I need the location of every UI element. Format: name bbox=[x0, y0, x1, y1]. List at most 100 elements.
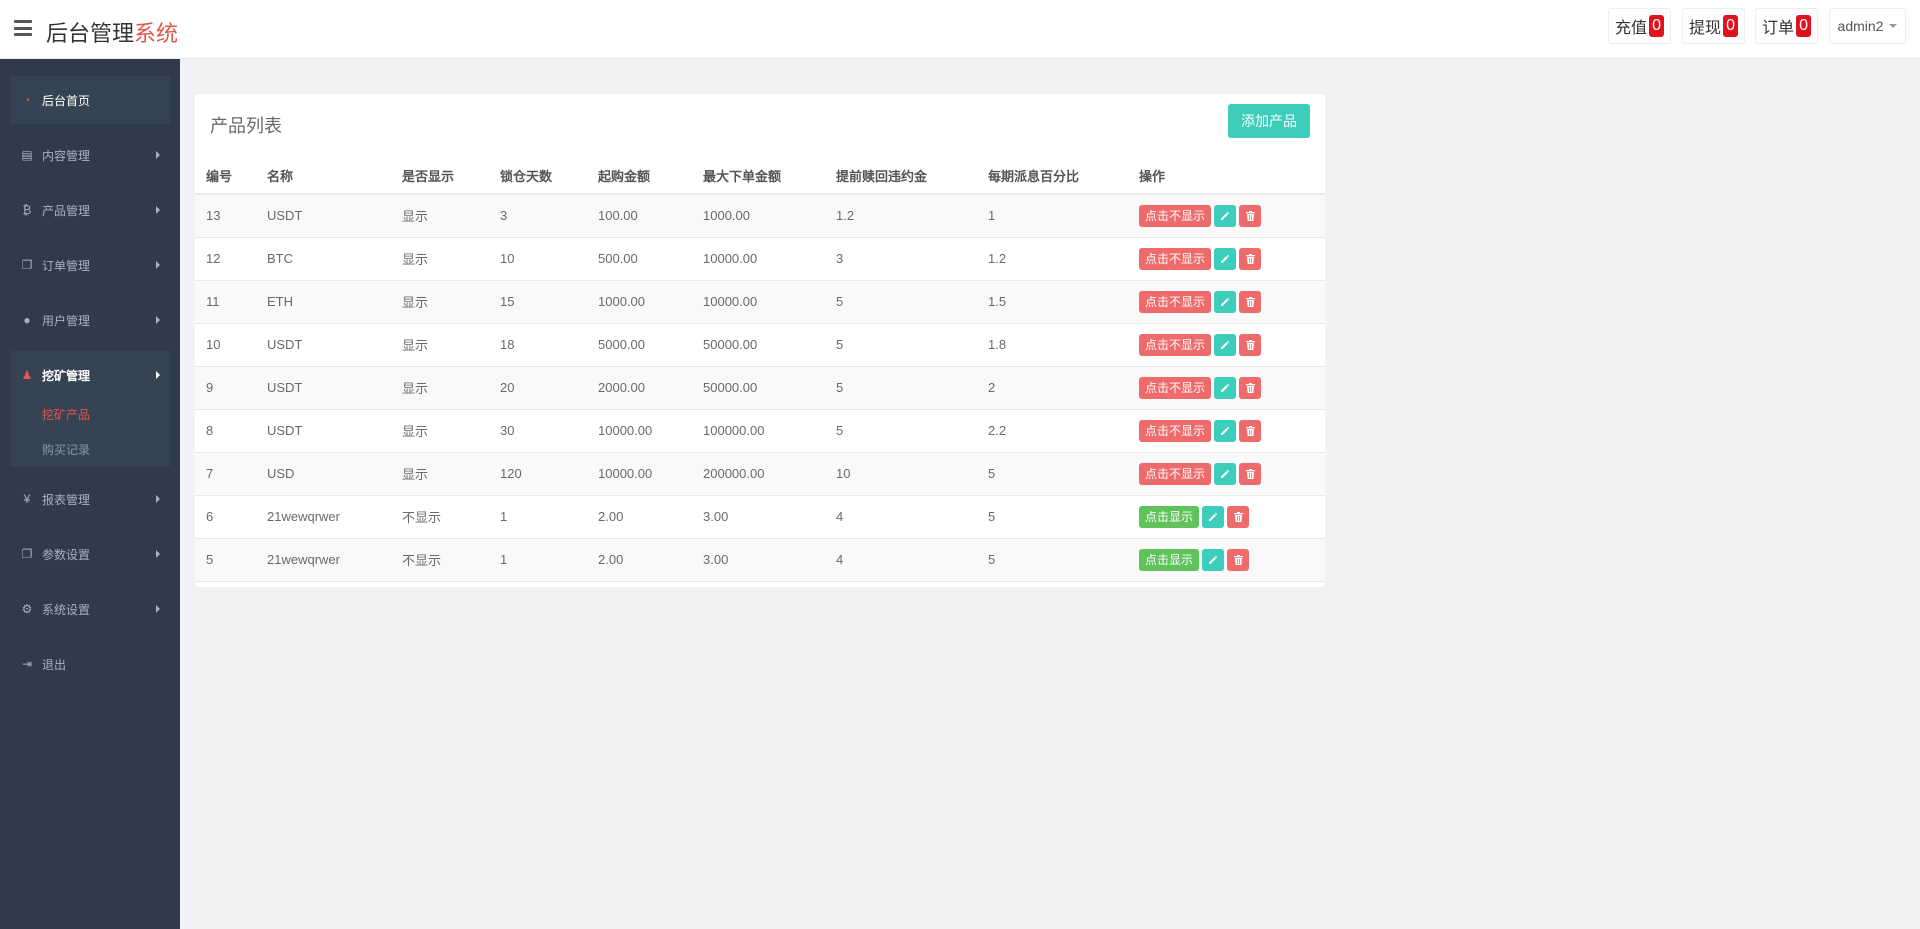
edit-button[interactable] bbox=[1214, 247, 1237, 270]
delete-button[interactable] bbox=[1239, 376, 1262, 399]
copy-icon: ❐ bbox=[21, 258, 33, 272]
table-row: 6 21wewqrwer 不显示 1 2.00 3.00 4 5 点击显示 bbox=[195, 495, 1325, 539]
add-product-button[interactable]: 添加产品 bbox=[1228, 104, 1310, 138]
delete-button[interactable] bbox=[1227, 548, 1250, 571]
delete-button[interactable] bbox=[1239, 419, 1262, 442]
sidebar-subitem-purchase-records[interactable]: 购买记录 bbox=[42, 443, 91, 457]
sidebar: ◔ 后台首页 ▤ 内容管理 ₿ 产品管理 ❐ 订单管理 ● 用户管理 ♟ 挖矿管… bbox=[0, 59, 180, 929]
cell-penalty: 5 bbox=[825, 409, 977, 453]
sidebar-item-system[interactable]: ⚙ 系统设置 bbox=[10, 585, 170, 633]
cell-name: USDT bbox=[256, 409, 391, 453]
cell-interest: 5 bbox=[977, 538, 1128, 582]
menu-toggle-icon[interactable] bbox=[14, 20, 32, 36]
sidebar-item-products[interactable]: ₿ 产品管理 bbox=[10, 186, 170, 234]
delete-button[interactable] bbox=[1239, 204, 1262, 227]
table-header-row: 编号 名称 是否显示 锁仓天数 起购金额 最大下单金额 提前赎回违约金 每期派息… bbox=[195, 158, 1325, 195]
toggle-display-button[interactable]: 点击不显示 bbox=[1139, 247, 1212, 270]
sidebar-item-mining[interactable]: ♟ 挖矿管理 bbox=[10, 351, 170, 399]
row-actions: 点击不显示 bbox=[1139, 290, 1325, 313]
sidebar-item-content[interactable]: ▤ 内容管理 bbox=[10, 131, 170, 179]
caret-right-icon bbox=[156, 261, 160, 269]
edit-button[interactable] bbox=[1214, 419, 1237, 442]
edit-button[interactable] bbox=[1214, 333, 1237, 356]
cell-max-amount: 1000.00 bbox=[692, 194, 825, 238]
cell-lock-days: 3 bbox=[489, 194, 587, 238]
toggle-display-button[interactable]: 点击不显示 bbox=[1139, 204, 1212, 227]
row-actions: 点击不显示 bbox=[1139, 462, 1325, 485]
delete-button[interactable] bbox=[1239, 333, 1262, 356]
toggle-display-button[interactable]: 点击显示 bbox=[1139, 548, 1200, 571]
orders-button[interactable]: 订单 0 bbox=[1755, 8, 1819, 44]
cell-name: USDT bbox=[256, 366, 391, 410]
cell-lock-days: 1 bbox=[489, 538, 587, 582]
cell-min-amount: 2.00 bbox=[587, 538, 692, 582]
cell-max-amount: 50000.00 bbox=[692, 323, 825, 367]
sidebar-subitem-mining-products[interactable]: 挖矿产品 bbox=[42, 408, 91, 422]
cell-actions: 点击显示 bbox=[1128, 495, 1325, 539]
cell-name: BTC bbox=[256, 237, 391, 281]
edit-button[interactable] bbox=[1214, 462, 1237, 485]
toggle-display-button[interactable]: 点击显示 bbox=[1139, 505, 1200, 528]
caret-right-icon bbox=[156, 495, 160, 503]
cell-lock-days: 30 bbox=[489, 409, 587, 453]
cell-lock-days: 18 bbox=[489, 323, 587, 367]
delete-button[interactable] bbox=[1239, 462, 1262, 485]
toggle-display-button[interactable]: 点击不显示 bbox=[1139, 290, 1212, 313]
sidebar-item-orders[interactable]: ❐ 订单管理 bbox=[10, 241, 170, 289]
user-dropdown[interactable]: admin2 bbox=[1829, 8, 1906, 44]
sidebar-item-users[interactable]: ● 用户管理 bbox=[10, 296, 170, 344]
delete-button[interactable] bbox=[1239, 247, 1262, 270]
cell-penalty: 5 bbox=[825, 366, 977, 410]
caret-down-icon bbox=[1889, 24, 1898, 28]
cell-lock-days: 1 bbox=[489, 495, 587, 539]
row-actions: 点击显示 bbox=[1139, 505, 1325, 528]
sidebar-item-label: 内容管理 bbox=[42, 148, 91, 163]
table-row: 7 USD 显示 120 10000.00 200000.00 10 5 点击不… bbox=[195, 452, 1325, 496]
trash-icon bbox=[1245, 425, 1255, 436]
edit-button[interactable] bbox=[1202, 505, 1225, 528]
cell-min-amount: 2000.00 bbox=[587, 366, 692, 410]
delete-button[interactable] bbox=[1227, 505, 1250, 528]
sidebar-item-label: 报表管理 bbox=[42, 492, 91, 507]
delete-button[interactable] bbox=[1239, 290, 1262, 313]
trash-icon bbox=[1233, 554, 1243, 565]
caret-right-icon bbox=[156, 605, 160, 613]
trash-icon bbox=[1245, 468, 1255, 479]
sidebar-item-reports[interactable]: ¥ 报表管理 bbox=[10, 475, 170, 523]
copy-icon: ❐ bbox=[21, 547, 33, 561]
cell-id: 12 bbox=[195, 237, 256, 281]
edit-button[interactable] bbox=[1214, 204, 1237, 227]
sidebar-item-home[interactable]: ◔ 后台首页 bbox=[10, 76, 170, 124]
edit-button[interactable] bbox=[1214, 376, 1237, 399]
toggle-display-button[interactable]: 点击不显示 bbox=[1139, 419, 1212, 442]
cell-min-amount: 1000.00 bbox=[587, 280, 692, 324]
withdraw-label: 提现 bbox=[1689, 20, 1722, 37]
cell-display: 显示 bbox=[391, 366, 489, 410]
yen-icon: ¥ bbox=[23, 492, 31, 506]
sign-out-icon: ⇥ bbox=[21, 657, 33, 671]
edit-button[interactable] bbox=[1202, 548, 1225, 571]
mining-submenu: 挖矿产品 购买记录 bbox=[10, 397, 170, 467]
cell-min-amount: 10000.00 bbox=[587, 409, 692, 453]
toggle-display-button[interactable]: 点击不显示 bbox=[1139, 462, 1212, 485]
cell-penalty: 3 bbox=[825, 237, 977, 281]
column-header: 提前赎回违约金 bbox=[825, 158, 977, 195]
edit-button[interactable] bbox=[1214, 290, 1237, 313]
recharge-button[interactable]: 充值 0 bbox=[1608, 8, 1672, 44]
cell-max-amount: 50000.00 bbox=[692, 366, 825, 410]
user-icon: ● bbox=[23, 313, 31, 327]
sidebar-item-params[interactable]: ❐ 参数设置 bbox=[10, 530, 170, 578]
caret-right-icon bbox=[156, 371, 160, 379]
column-header: 编号 bbox=[195, 158, 256, 195]
cell-name: ETH bbox=[256, 280, 391, 324]
pencil-icon bbox=[1209, 555, 1218, 564]
sidebar-item-logout[interactable]: ⇥ 退出 bbox=[10, 640, 170, 688]
recharge-label: 充值 bbox=[1615, 20, 1648, 37]
withdraw-button[interactable]: 提现 0 bbox=[1682, 8, 1746, 44]
toggle-display-button[interactable]: 点击不显示 bbox=[1139, 376, 1212, 399]
cell-display: 显示 bbox=[391, 194, 489, 238]
toggle-display-button[interactable]: 点击不显示 bbox=[1139, 333, 1212, 356]
pencil-icon bbox=[1221, 254, 1230, 263]
cell-id: 7 bbox=[195, 452, 256, 496]
table-row: 8 USDT 显示 30 10000.00 100000.00 5 2.2 点击… bbox=[195, 409, 1325, 453]
